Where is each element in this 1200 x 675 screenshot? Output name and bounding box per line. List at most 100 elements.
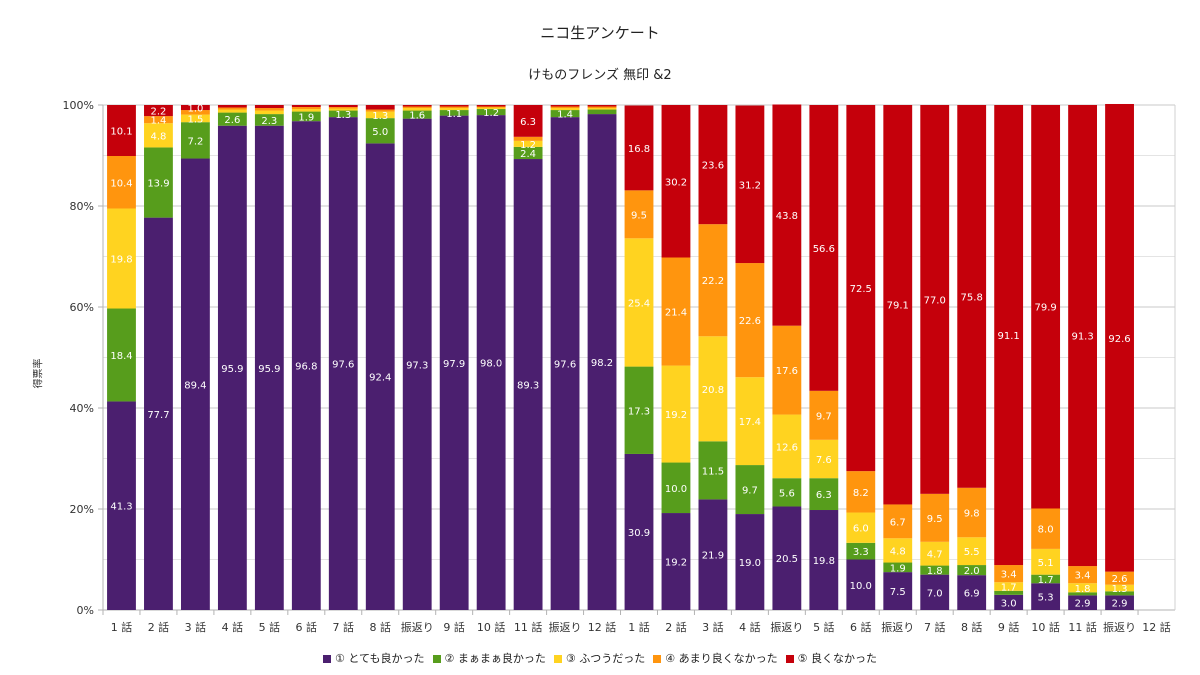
data-label: 30.9 [628,528,650,539]
data-label: 5.3 [1038,593,1054,604]
bar-segment [883,105,913,505]
data-label: 56.6 [813,244,835,255]
bar-segment [735,377,765,466]
x-tick-label: 8 話 [369,620,391,634]
y-tick-label: 0% [77,604,94,617]
bar-segment [735,263,765,378]
bar-segment [957,565,987,576]
data-label: 19.2 [665,558,687,569]
legend-swatch [785,655,794,663]
bar-segment [846,105,876,472]
data-label: 17.6 [776,366,798,377]
bar-segment [180,105,210,111]
bar-segment [365,109,395,112]
bar-segment [107,208,136,309]
data-label: 2.3 [261,116,277,127]
x-tick-label: 10 話 [1031,620,1060,634]
data-label: 1.0 [187,104,203,115]
bar-segment [402,106,432,109]
data-label: 8.0 [1038,525,1054,536]
bar-segment [883,538,913,563]
x-tick-label: 7 話 [924,620,946,634]
bar-segment [476,106,506,108]
data-label: 2.4 [520,149,536,160]
data-label: 5.5 [964,547,980,558]
bar-segment [328,117,358,611]
data-label: 75.8 [961,292,983,303]
bar-segment [550,105,580,107]
data-label: 1.3 [1112,584,1128,595]
data-label: 5.1 [1038,558,1054,569]
data-label: 2.9 [1112,599,1128,610]
bar-segment [920,565,950,575]
data-label: 9.7 [816,411,832,422]
data-label: 21.9 [702,551,724,562]
bar-segment [144,217,173,611]
data-label: 31.2 [739,180,761,191]
data-label: 1.8 [927,566,943,577]
bar-segment [402,118,432,610]
bar-segment [107,156,136,209]
bar-segment [513,140,543,147]
bar-segment [994,565,1024,583]
bar-segment [365,143,395,610]
bar-segment [809,478,839,511]
data-label: 3.0 [1001,598,1017,609]
bar-segment [217,105,247,108]
bar-segment [1031,508,1061,549]
bar-segment [587,106,617,109]
bar-segment [107,308,136,402]
data-label: 1.8 [1075,584,1091,595]
bar-segment [994,590,1024,595]
legend-item: ④ あまり良くなかった [653,650,778,666]
data-label: 7.2 [187,136,203,147]
data-label: 6.3 [520,117,536,128]
bar-segment [254,110,284,115]
chart-subtitle: けものフレンズ 無印 &2 [528,68,672,83]
bar-segment [291,105,321,108]
data-label: 7.0 [927,588,943,599]
bar-segment [476,107,506,110]
legend-label: ③ ふつうだった [565,652,646,665]
data-label: 2.6 [224,115,240,126]
bar-segment [698,441,728,500]
bar-segment [254,114,284,126]
bar-segment [513,159,543,610]
bar-segment [291,121,321,610]
bar-segment [624,190,654,239]
bar-segment [439,106,469,109]
bar-segment [550,117,580,611]
data-label: 95.9 [258,364,280,375]
bar-segment [144,116,173,124]
bar-segment [439,105,469,107]
stacked-bar-chart: 0% 20% 40% 60% 80% 100% 1 話 41.3 18.4 19.8 10.4 10.… [63,99,1176,634]
x-tick-label: 10 話 [477,620,506,634]
bar-segment [328,107,358,109]
bar-segment [439,115,469,610]
data-label: 1.9 [298,112,314,123]
x-tick-label: 8 話 [961,620,983,634]
bar-segment [883,504,913,539]
data-label: 1.9 [890,563,906,574]
data-label: 20.8 [702,385,724,396]
x-tick-label: 2 話 [148,620,170,634]
data-label: 1.6 [409,111,425,122]
x-tick-label: 6 話 [296,620,318,634]
bar-segment [587,114,617,610]
x-tick-label: 1 話 [628,620,650,634]
bar-segment [550,106,580,109]
x-tick-label: 5 話 [259,620,281,634]
bar-segment [735,465,765,515]
chart-title: ニコ生アンケート [540,24,660,42]
bar-segment [1105,591,1134,596]
bar-segment [1105,103,1134,572]
data-label: 19.0 [739,558,761,569]
bar-segment [698,499,728,610]
data-label: 8.2 [853,488,869,499]
bar-segment [365,105,395,110]
bar-segment [1068,105,1098,567]
x-tick-label: 4 話 [222,620,244,634]
bar-segment [144,147,173,218]
data-label: 91.3 [1071,332,1093,343]
bar-segment [513,146,543,160]
